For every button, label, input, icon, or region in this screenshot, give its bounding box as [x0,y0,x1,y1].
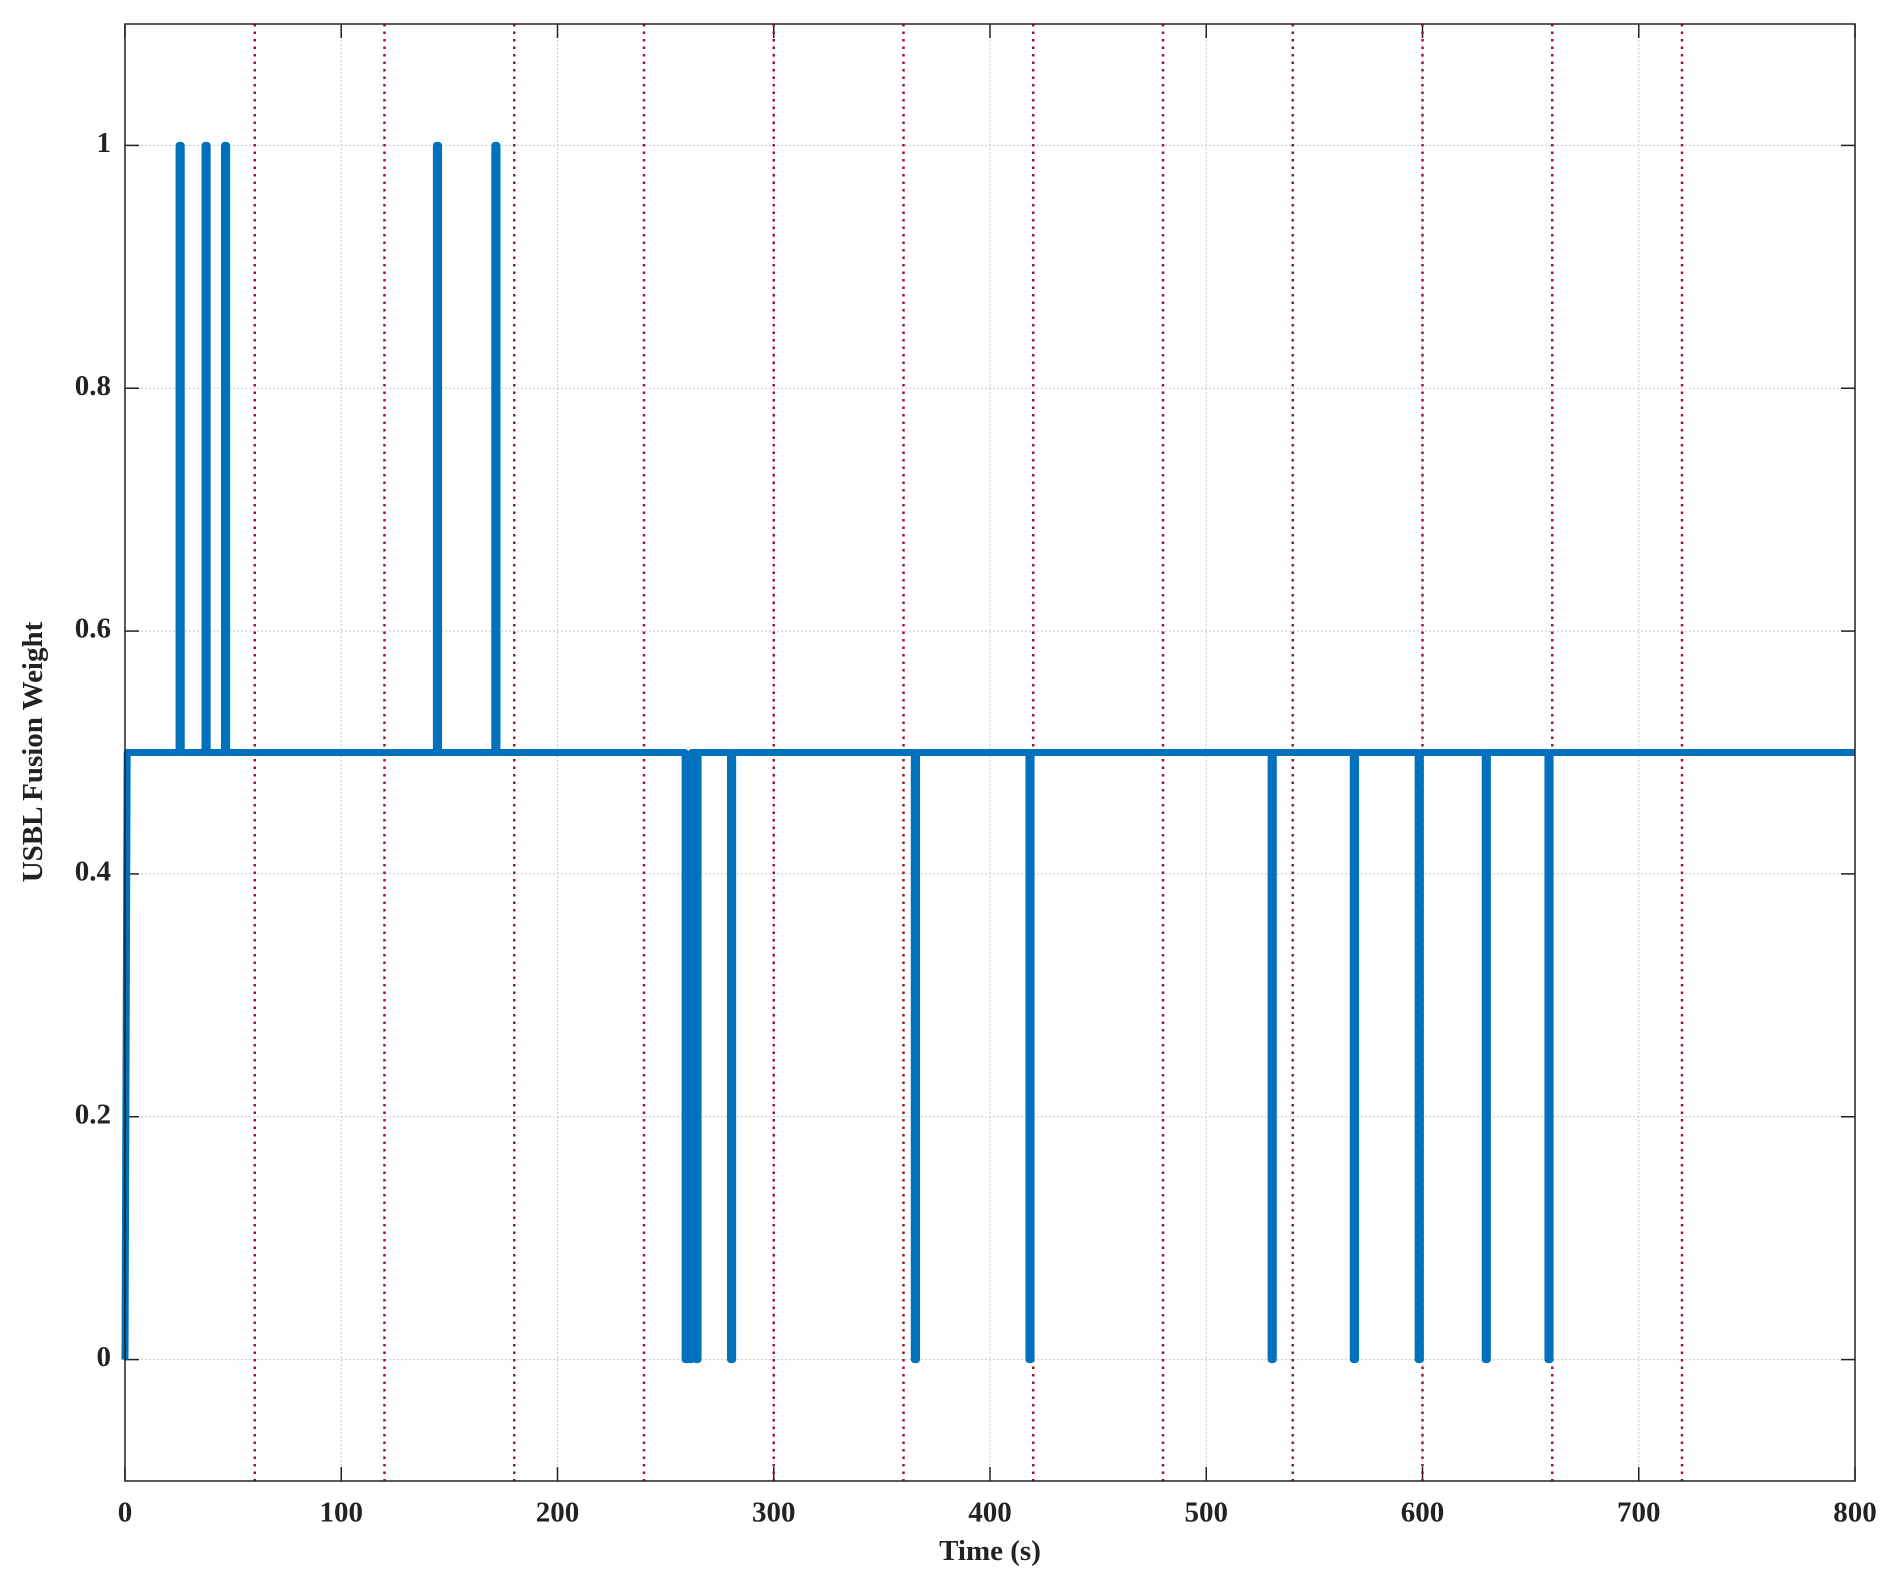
y-tick-label: 1 [97,127,112,159]
y-tick-label: 0.6 [75,613,111,645]
x-tick-label: 500 [1185,1497,1229,1529]
x-tick-label: 200 [536,1497,580,1529]
plot-frame [124,23,1856,1482]
y-tick-label: 0 [97,1341,112,1373]
y-tick-label: 0.4 [75,856,111,888]
y-tick-label: 0.8 [75,370,111,402]
x-axis-label: Time (s) [939,1535,1041,1567]
x-tick-label: 400 [968,1497,1012,1529]
x-tick-label: 600 [1401,1497,1445,1529]
data-line [121,141,1855,1364]
x-tick-label: 800 [1833,1497,1877,1529]
x-tick-label: 100 [320,1497,364,1529]
x-tick-label: 0 [118,1497,133,1529]
y-axis-label: USBL Fusion Weight [17,621,49,882]
x-tick-label: 700 [1617,1497,1661,1529]
y-tick-label: 0.2 [75,1098,111,1130]
x-tick-label: 300 [752,1497,796,1529]
